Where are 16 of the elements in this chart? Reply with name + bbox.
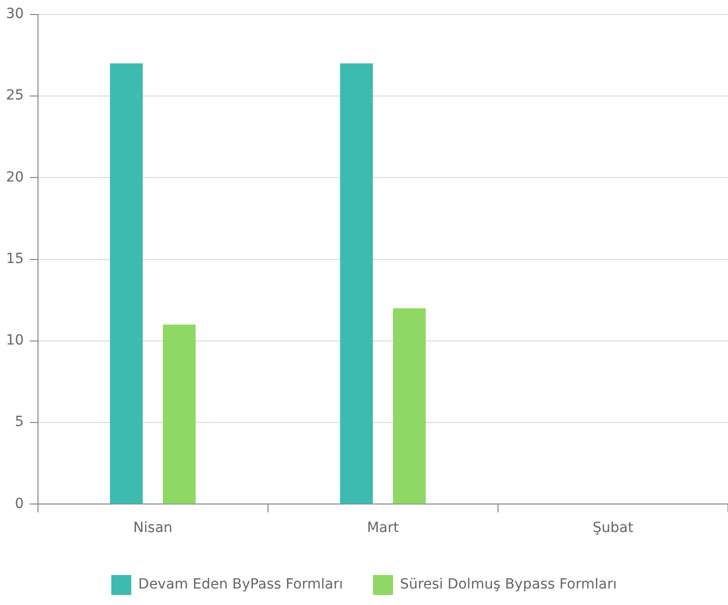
x-tick-label: Mart <box>366 520 400 536</box>
y-tick-label: 20 <box>6 169 24 186</box>
bar <box>340 63 373 504</box>
bar <box>392 308 426 504</box>
y-tick-label: 25 <box>6 88 24 104</box>
bar <box>162 324 196 504</box>
y-tick-label: 5 <box>14 414 24 430</box>
bar <box>110 63 143 504</box>
y-tick-label: 30 <box>6 6 24 22</box>
legend-label: Devam Eden ByPass Formları <box>138 576 343 593</box>
x-tick-label: Nisan <box>133 520 172 536</box>
y-tick-label: 0 <box>14 496 24 512</box>
y-tick-label: 10 <box>6 332 24 349</box>
legend-label: Süresi Dolmuş Bypass Formları <box>400 576 617 593</box>
x-tick-label: Şubat <box>592 520 634 536</box>
y-tick-label: 15 <box>6 250 24 267</box>
